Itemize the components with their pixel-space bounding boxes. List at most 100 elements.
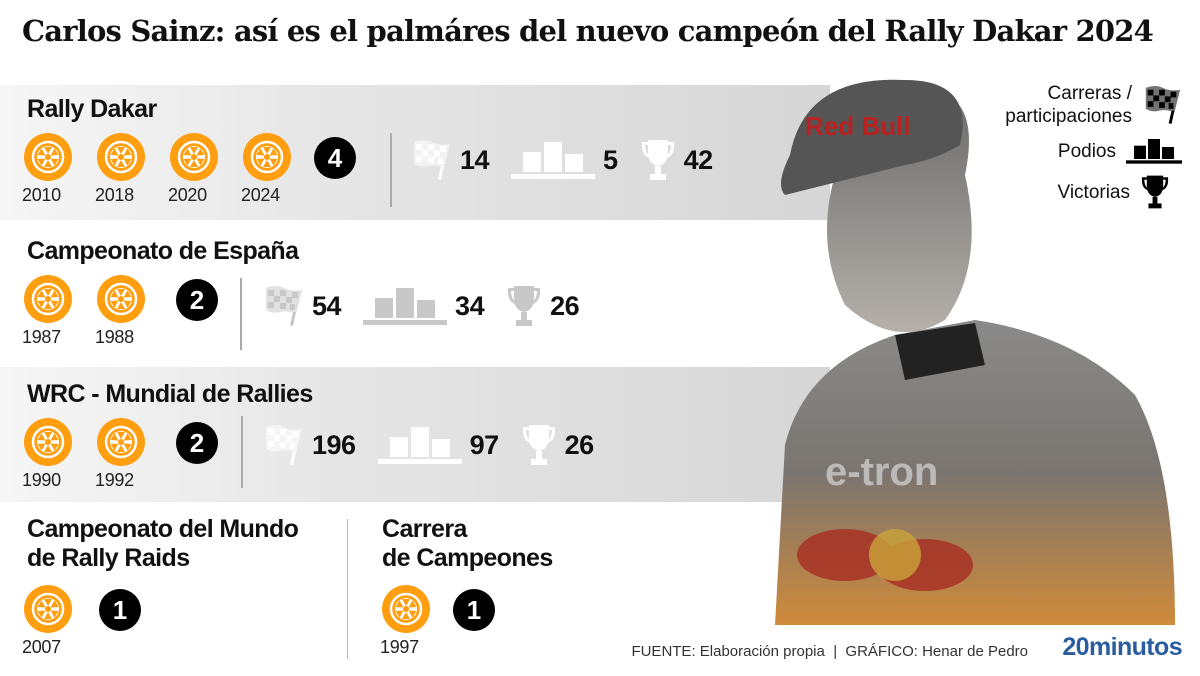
title-count-badge: 2 — [176, 279, 218, 321]
page-title: Carlos Sainz: así es el palmáres del nue… — [22, 14, 1154, 48]
title-count-badge: 4 — [314, 137, 356, 179]
stat-value: 14 — [460, 144, 490, 175]
section-title-line2: de Campeones — [382, 544, 553, 572]
checkered-flag-icon — [262, 284, 304, 328]
stat-victorias: 42 — [640, 138, 713, 182]
stat-victorias: 26 — [506, 284, 580, 328]
stat-podios: 5 — [511, 140, 618, 180]
legend-label-podios: Podios — [1057, 140, 1116, 162]
stat-value: 26 — [550, 290, 580, 321]
wheel-icon — [97, 133, 145, 181]
year-label: 2018 — [95, 185, 134, 205]
trophy-icon — [1140, 174, 1170, 210]
stat-carreras: 54 — [262, 284, 342, 328]
year-item: 2020 — [168, 133, 241, 206]
stat-value: 26 — [564, 429, 595, 460]
podium-icon — [511, 140, 595, 180]
year-item: 1990 — [22, 418, 95, 491]
source-credit: FUENTE: Elaboración propia | GRÁFICO: He… — [631, 643, 1028, 660]
section-espana: Campeonato de España — [27, 237, 299, 266]
wrc-years: 1990 1992 2 — [22, 418, 218, 491]
section-carrera-campeones: Carrera de Campeones — [382, 515, 553, 573]
year-item: 1997 — [380, 585, 453, 658]
section-wrc: WRC - Mundial de Rallies — [27, 380, 313, 409]
podium-icon — [363, 286, 447, 326]
wheel-icon — [24, 418, 72, 466]
year-label: 2024 — [241, 185, 280, 205]
divider — [240, 278, 242, 350]
trophy-icon — [521, 423, 557, 467]
year-item: 2018 — [95, 133, 168, 206]
year-label: 1988 — [95, 327, 134, 347]
section-title-line1: Carrera — [382, 515, 467, 543]
driver-portrait: Red Bull e-tron — [745, 65, 1185, 625]
stat-podios: 97 — [378, 425, 499, 465]
year-item: 1992 — [95, 418, 168, 491]
section-rally-raids: Campeonato del Mundo de Rally Raids — [27, 515, 299, 573]
year-item: 2007 — [22, 585, 95, 658]
brand-logo: 20minutos — [1062, 633, 1182, 661]
year-label: 1992 — [95, 470, 134, 490]
wheel-icon — [24, 275, 72, 323]
title-count-badge: 2 — [176, 422, 218, 464]
wheel-icon — [24, 133, 72, 181]
year-item: 1988 — [95, 275, 168, 348]
espana-stats: 54 34 26 — [262, 284, 601, 328]
section-title: Campeonato de España — [27, 237, 299, 265]
trophy-icon — [640, 138, 676, 182]
checkered-flag-icon — [410, 138, 452, 182]
wrc-stats: 196 97 26 — [262, 423, 616, 467]
title-count-badge: 1 — [99, 589, 141, 631]
section-title-line1: Campeonato del Mundo — [27, 515, 299, 543]
wheel-icon — [243, 133, 291, 181]
section-title-line2: de Rally Raids — [27, 544, 190, 572]
wheel-icon — [97, 418, 145, 466]
stat-value: 34 — [455, 290, 485, 321]
year-item: 2024 — [241, 133, 314, 206]
year-label: 1997 — [380, 637, 419, 657]
stat-podios: 34 — [363, 286, 485, 326]
stat-value: 54 — [312, 290, 342, 321]
svg-text:e-tron: e-tron — [825, 450, 938, 494]
stat-value: 5 — [603, 144, 618, 175]
legend-label-victorias: Victorias — [1057, 181, 1130, 203]
year-label: 2010 — [22, 185, 61, 205]
dakar-stats: 14 5 42 — [410, 138, 735, 182]
year-item: 1987 — [22, 275, 95, 348]
section-dakar: Rally Dakar — [27, 95, 157, 124]
espana-years: 1987 1988 2 — [22, 275, 218, 348]
year-item: 2010 — [22, 133, 95, 206]
divider — [347, 519, 348, 659]
stat-value: 196 — [312, 429, 356, 460]
podium-icon — [378, 425, 462, 465]
divider — [390, 133, 392, 207]
campeones-years: 1997 1 — [380, 585, 495, 658]
raids-years: 2007 1 — [22, 585, 141, 658]
checkered-flag-icon — [1142, 84, 1182, 126]
legend: Carreras / participaciones Podios Victor… — [942, 82, 1182, 218]
title-count-badge: 1 — [453, 589, 495, 631]
wheel-icon — [170, 133, 218, 181]
trophy-icon — [506, 284, 542, 328]
legend-carreras: Carreras / participaciones — [942, 82, 1182, 128]
legend-podios: Podios — [942, 136, 1182, 166]
year-label: 1990 — [22, 470, 61, 490]
divider — [241, 416, 243, 488]
dakar-years: 2010 2018 2020 2024 4 — [22, 133, 356, 206]
podium-icon — [1126, 136, 1182, 166]
legend-victorias: Victorias — [942, 174, 1182, 210]
stat-carreras: 14 — [410, 138, 490, 182]
year-label: 2007 — [22, 637, 61, 657]
checkered-flag-icon — [262, 423, 304, 467]
year-label: 1987 — [22, 327, 61, 347]
wheel-icon — [24, 585, 72, 633]
svg-text:Red Bull: Red Bull — [805, 111, 910, 141]
stat-victorias: 26 — [521, 423, 594, 467]
wheel-icon — [382, 585, 430, 633]
section-title: Rally Dakar — [27, 95, 157, 123]
legend-label-participaciones: participaciones — [1005, 106, 1132, 127]
section-title: WRC - Mundial de Rallies — [27, 380, 313, 408]
stat-value: 42 — [683, 144, 714, 175]
year-label: 2020 — [168, 185, 207, 205]
legend-label-carreras: Carreras / — [1047, 83, 1132, 104]
